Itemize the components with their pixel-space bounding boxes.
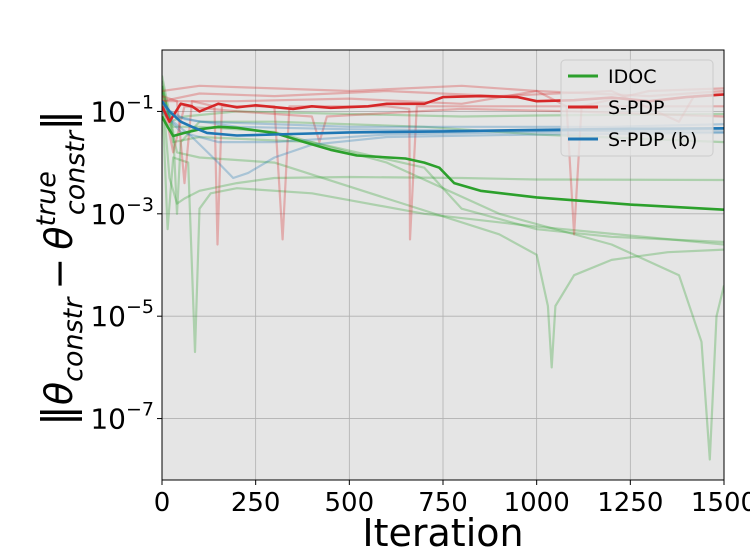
x-tick-label: 0 [154, 488, 171, 518]
legend: IDOC S-PDP S-PDP (b) [560, 59, 714, 157]
legend-label-idoc: IDOC [608, 66, 656, 88]
legend-label-spdp-b: S-PDP (b) [608, 129, 697, 151]
y-axis-label: ‖θconstr−θtrueconstr‖ [31, 110, 91, 426]
y-tick-label: 10−7 [90, 399, 154, 436]
y-tick-label: 10−1 [90, 91, 154, 128]
y-label-sup: true [31, 171, 62, 226]
grid-lines [161, 50, 725, 480]
x-tick-label: 750 [418, 488, 468, 518]
idoc-run-line [162, 80, 724, 244]
idoc-mean-line [162, 115, 724, 211]
y-label-sub-1: constr [58, 296, 89, 382]
y-label-theta-1: θ [37, 382, 81, 405]
idoc-run-line [162, 75, 724, 215]
idoc-run-line [162, 90, 724, 354]
x-tick-label: 250 [231, 488, 281, 518]
legend-label-spdp: S-PDP [608, 97, 664, 119]
x-axis: 0 250 500 750 1000 1250 1500 [154, 480, 750, 518]
y-label-sub-2: constr [60, 129, 91, 215]
x-tick-label: 1000 [504, 488, 570, 518]
svg-text:‖θconstr−θtrueconstr‖: ‖θconstr−θtrueconstr‖ [31, 110, 91, 426]
s-pdp-b-run-line [162, 110, 724, 144]
y-tick-label: 10−3 [90, 194, 154, 231]
s-pdp-run-line [162, 95, 724, 154]
idoc-run-line [162, 85, 724, 123]
x-tick-label: 1500 [691, 488, 750, 518]
y-label-minus: − [37, 258, 81, 290]
idoc-run-line [162, 85, 724, 369]
y-tick-label: 10−5 [90, 296, 154, 333]
s-pdp-b-mean-line [162, 100, 724, 137]
y-axis: 10−1 10−3 10−5 10−7 [90, 91, 162, 436]
s-pdp-run-line [162, 95, 724, 246]
x-tick-label: 1250 [597, 488, 663, 518]
x-axis-label: Iteration [362, 511, 523, 550]
idoc-run-line [162, 85, 724, 205]
x-tick-label: 500 [325, 488, 375, 518]
y-label-theta-2: θ [37, 227, 81, 250]
legend-box [560, 59, 714, 157]
